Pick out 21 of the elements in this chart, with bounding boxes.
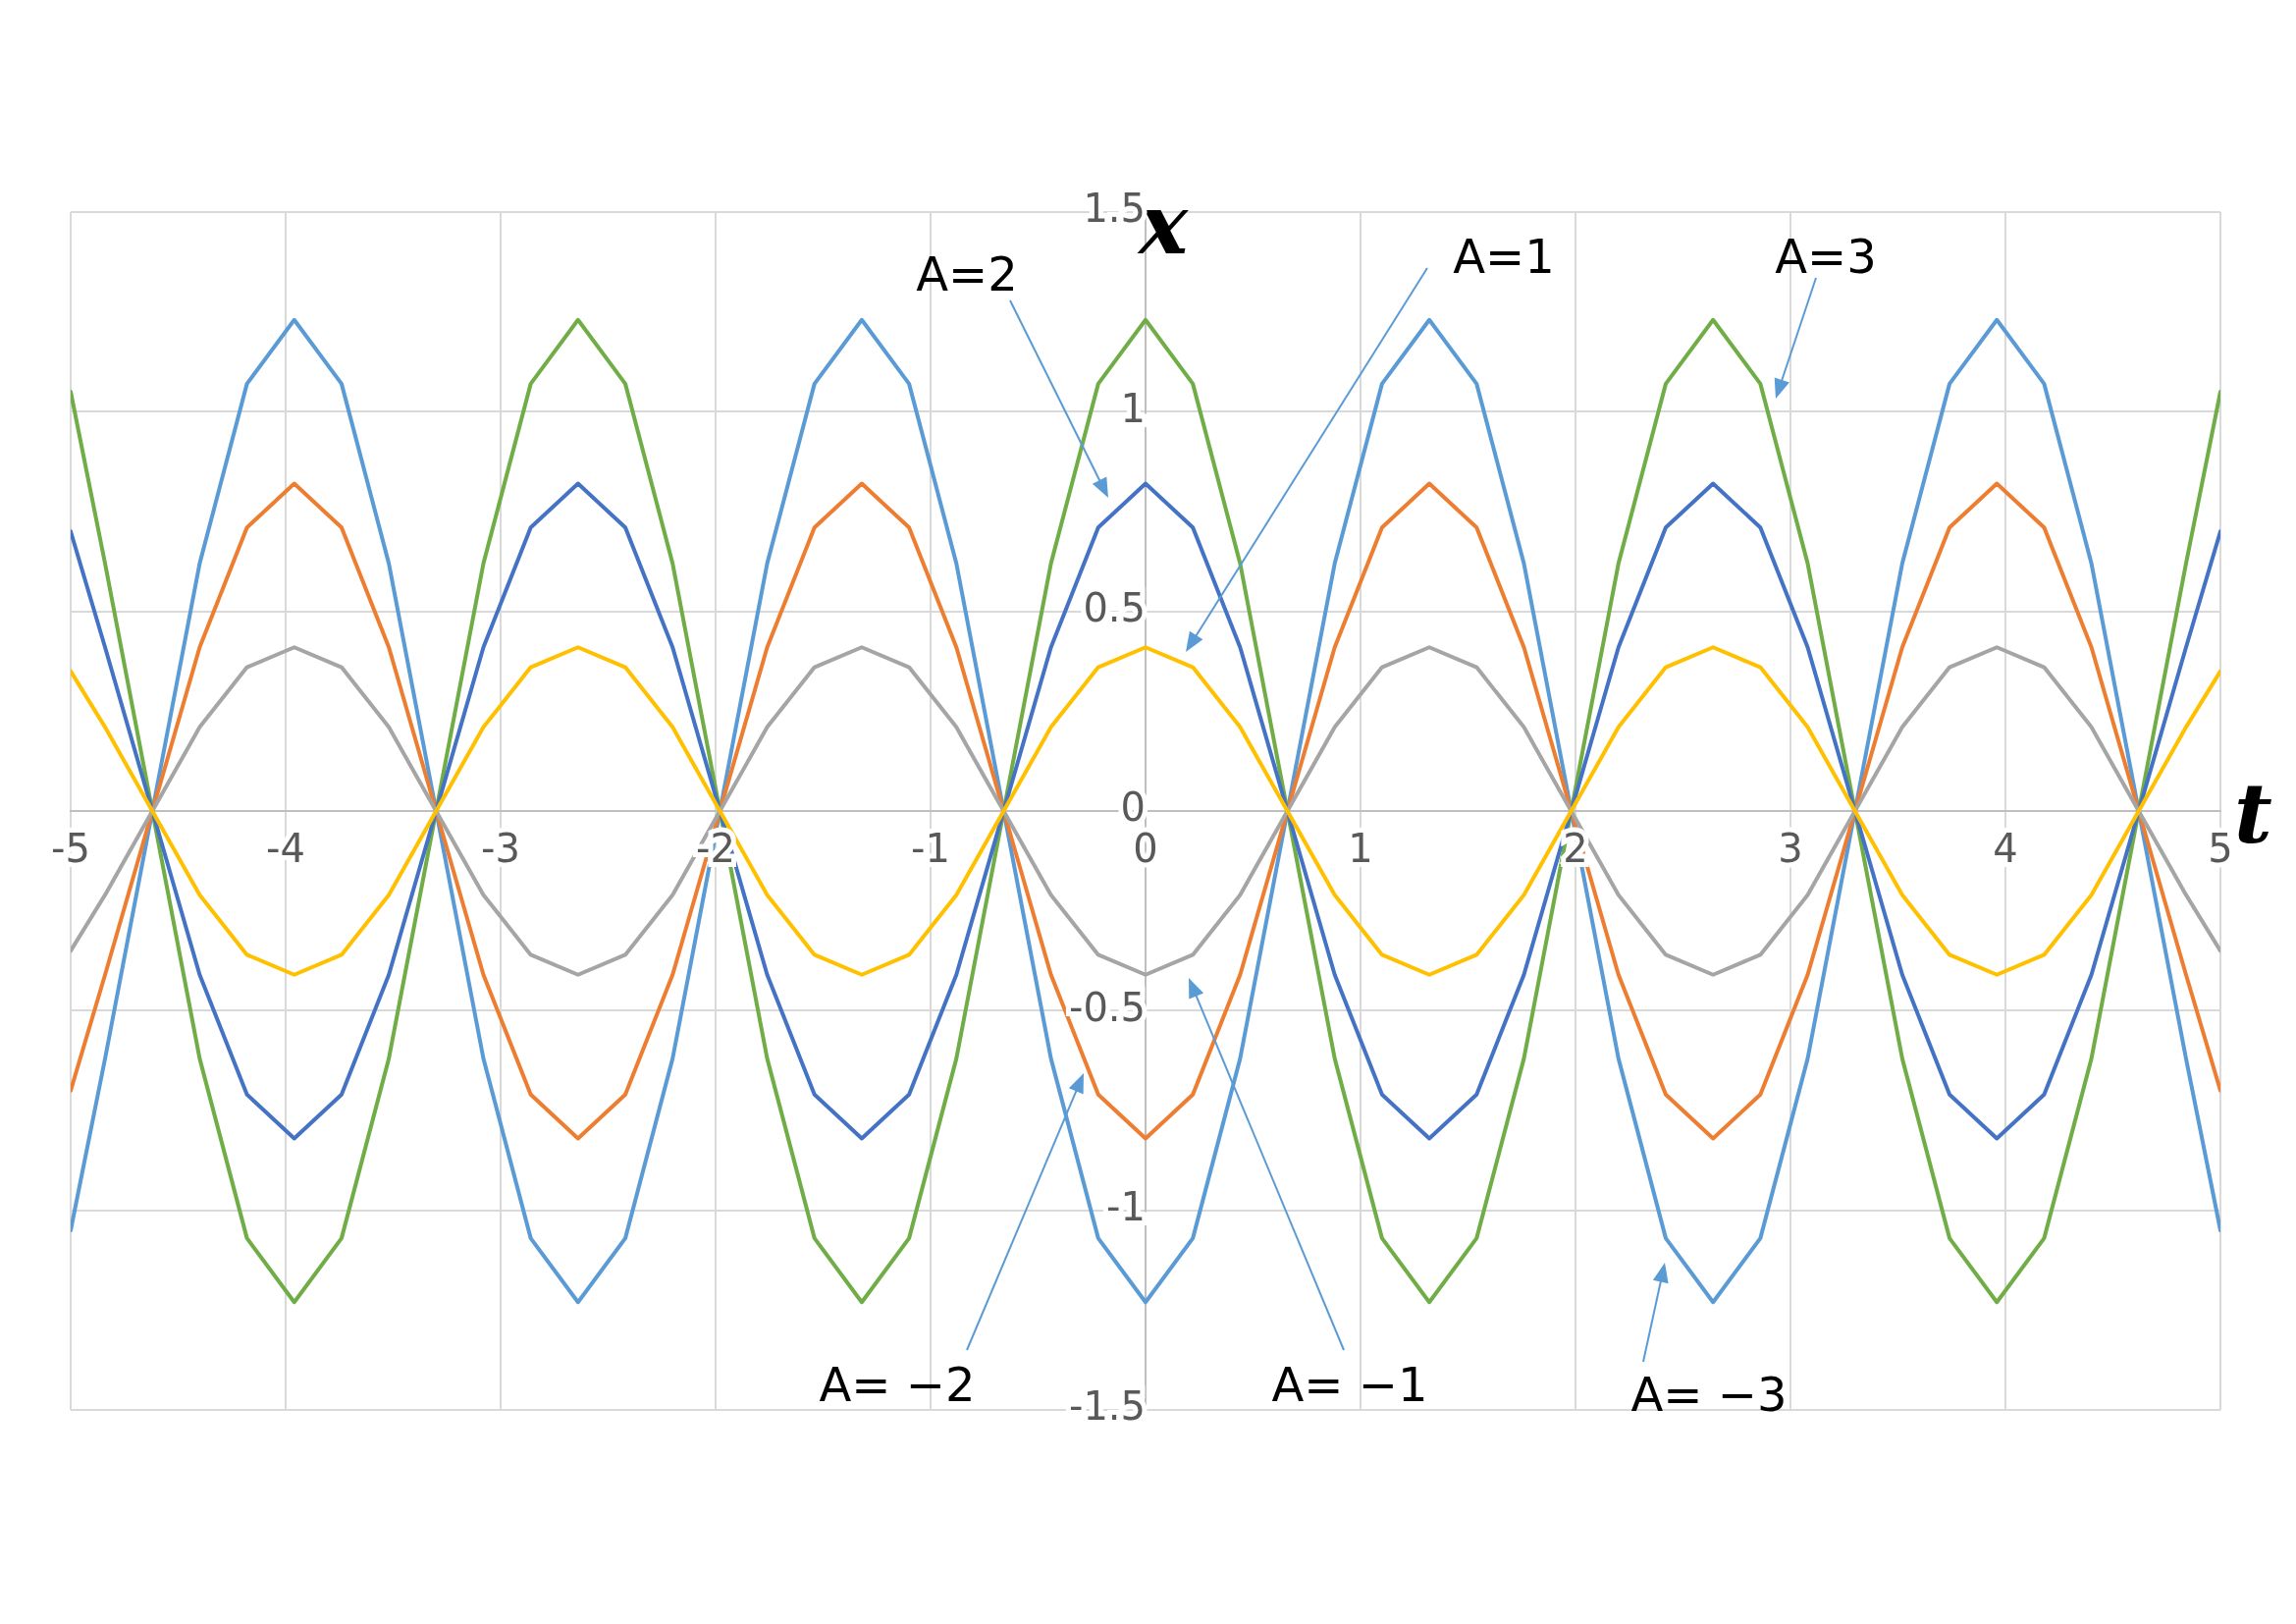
- x-tick-label: 1: [1348, 826, 1373, 872]
- x-tick-label: 5: [2208, 826, 2233, 872]
- y-tick-label: -1.5: [1068, 1383, 1146, 1430]
- x-tick-label: -4: [266, 826, 305, 872]
- annotation: A= −2: [819, 1357, 976, 1412]
- y-tick-label: -1: [1106, 1184, 1146, 1230]
- x-axis-title: t: [2234, 764, 2272, 862]
- annotation: A=2: [916, 246, 1018, 301]
- x-tick-label: -1: [911, 826, 950, 872]
- annotation: A=1: [1453, 229, 1555, 284]
- x-tick-label: -5: [51, 826, 90, 872]
- y-tick-label: 1: [1120, 385, 1146, 431]
- x-tick-label: -3: [481, 826, 520, 872]
- annotation: A=3: [1775, 229, 1877, 284]
- annotation: A= −3: [1630, 1367, 1788, 1422]
- x-tick-label: 4: [1993, 826, 2018, 872]
- x-tick-label: 3: [1778, 826, 1803, 872]
- annotation: A= −1: [1271, 1357, 1428, 1412]
- y-tick-label: -0.5: [1068, 984, 1146, 1030]
- y-tick-label: 0: [1120, 785, 1146, 831]
- y-tick-label: 0.5: [1083, 585, 1146, 631]
